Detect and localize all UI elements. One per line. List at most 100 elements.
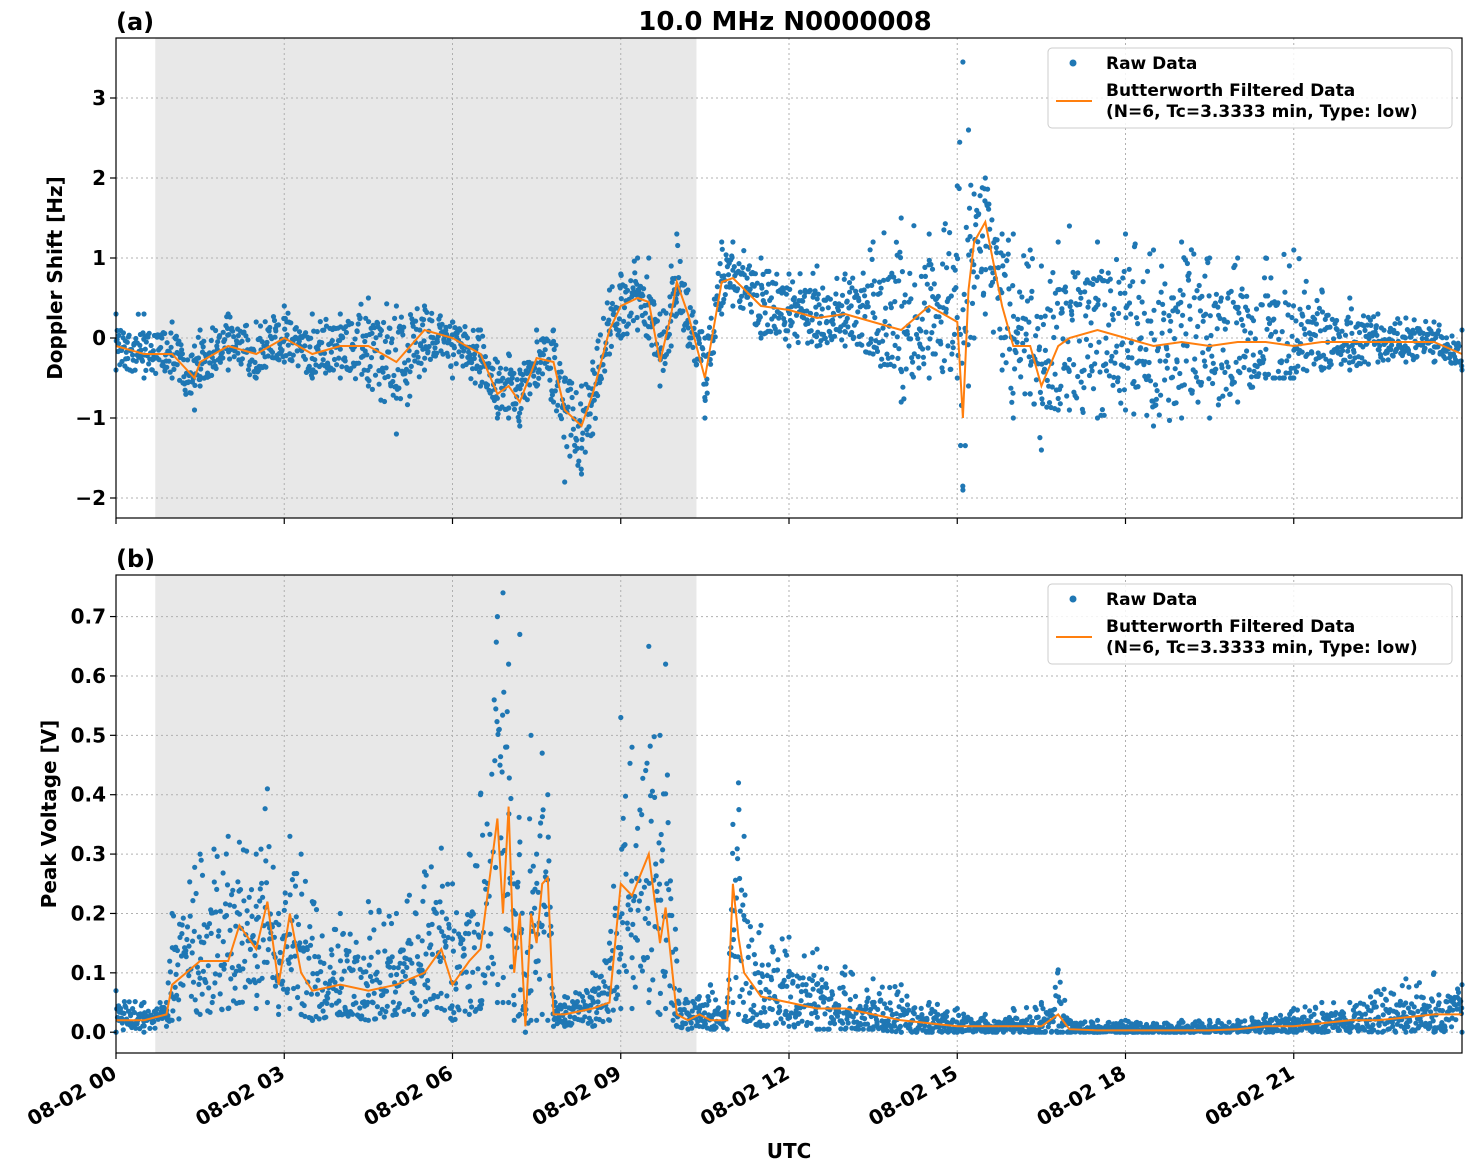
raw-data-point [842,343,848,349]
raw-data-point [965,127,972,133]
raw-data-point [187,913,193,919]
raw-data-point [630,921,636,928]
raw-data-point [594,1009,600,1016]
raw-data-point [860,270,866,276]
raw-data-point [833,291,839,297]
raw-data-point [347,931,353,937]
raw-data-point [371,990,377,996]
raw-data-point [1121,363,1127,369]
raw-data-point [960,487,966,493]
raw-data-point [350,1011,356,1017]
raw-data-point [384,301,390,307]
raw-data-point [383,988,390,994]
raw-data-point [597,380,603,386]
raw-data-point [667,983,673,989]
raw-data-point [630,285,636,291]
raw-data-point [1207,255,1213,261]
raw-data-point [275,322,282,328]
raw-data-point [443,324,449,330]
raw-data-point [1151,337,1157,343]
raw-data-point [1210,360,1216,366]
raw-data-point [343,329,349,336]
raw-data-point [807,287,813,293]
raw-data-point [620,920,626,926]
raw-data-point [871,278,878,284]
raw-data-point [805,320,811,326]
raw-data-point [126,332,132,338]
raw-data-point [197,383,203,389]
raw-data-point [496,726,502,733]
raw-data-point [574,445,581,451]
raw-data-point [176,1016,182,1022]
raw-data-point [677,258,683,264]
raw-data-point [1185,277,1192,283]
raw-data-point [765,322,771,328]
raw-data-point [1300,313,1306,319]
raw-data-point [374,969,380,975]
raw-data-point [869,256,875,262]
raw-data-point [1336,1027,1342,1033]
raw-data-point [176,997,182,1003]
raw-data-point [1017,289,1023,295]
raw-data-point [292,883,299,889]
raw-data-point [355,954,361,960]
raw-data-point [208,337,214,344]
raw-data-point [983,243,989,249]
raw-data-point [1348,320,1354,326]
raw-data-point [831,333,838,339]
raw-data-point [378,327,384,334]
raw-data-point [892,342,898,348]
raw-data-point [227,902,233,908]
raw-data-point [798,998,804,1004]
raw-data-point [1383,997,1389,1003]
raw-data-point [255,914,261,920]
raw-data-point [429,951,435,957]
raw-data-point [363,969,369,975]
raw-data-point [646,920,652,926]
raw-data-point [918,273,925,279]
raw-data-point [552,355,558,361]
raw-data-point [220,870,226,876]
raw-data-point [970,269,977,275]
raw-data-point [926,231,932,237]
raw-data-point [830,321,836,327]
raw-data-point [614,984,620,990]
raw-data-point [269,349,276,355]
raw-data-point [1151,307,1157,313]
raw-data-point [786,310,793,317]
raw-data-point [586,424,592,430]
raw-data-point [717,261,723,267]
raw-data-point [925,345,931,351]
raw-data-point [1033,1006,1039,1013]
raw-data-point [634,314,640,321]
raw-data-point [997,326,1003,332]
raw-data-point [516,418,522,424]
raw-data-point [1094,239,1101,245]
raw-data-point [928,286,934,292]
raw-data-point [737,298,743,304]
raw-data-point [1037,389,1043,395]
raw-data-point [814,296,820,302]
raw-data-point [1228,288,1234,294]
raw-data-point [776,315,782,321]
raw-data-point [602,368,608,374]
raw-data-point [799,1018,805,1024]
raw-data-point [737,908,743,914]
raw-data-point [911,351,917,357]
raw-data-point [737,875,743,882]
raw-data-point [374,1004,380,1010]
raw-data-point [568,386,574,392]
raw-data-point [1184,260,1190,267]
raw-data-point [240,966,246,972]
raw-data-point [1194,288,1200,294]
raw-data-point [1044,404,1050,410]
raw-data-point [1122,290,1128,296]
raw-data-point [1116,310,1122,316]
raw-data-point [954,183,960,189]
raw-data-point [569,1020,575,1027]
raw-data-point [200,968,206,974]
raw-data-point [618,271,624,277]
raw-data-point [582,449,588,455]
raw-data-point [979,266,985,272]
raw-data-point [1033,333,1039,339]
